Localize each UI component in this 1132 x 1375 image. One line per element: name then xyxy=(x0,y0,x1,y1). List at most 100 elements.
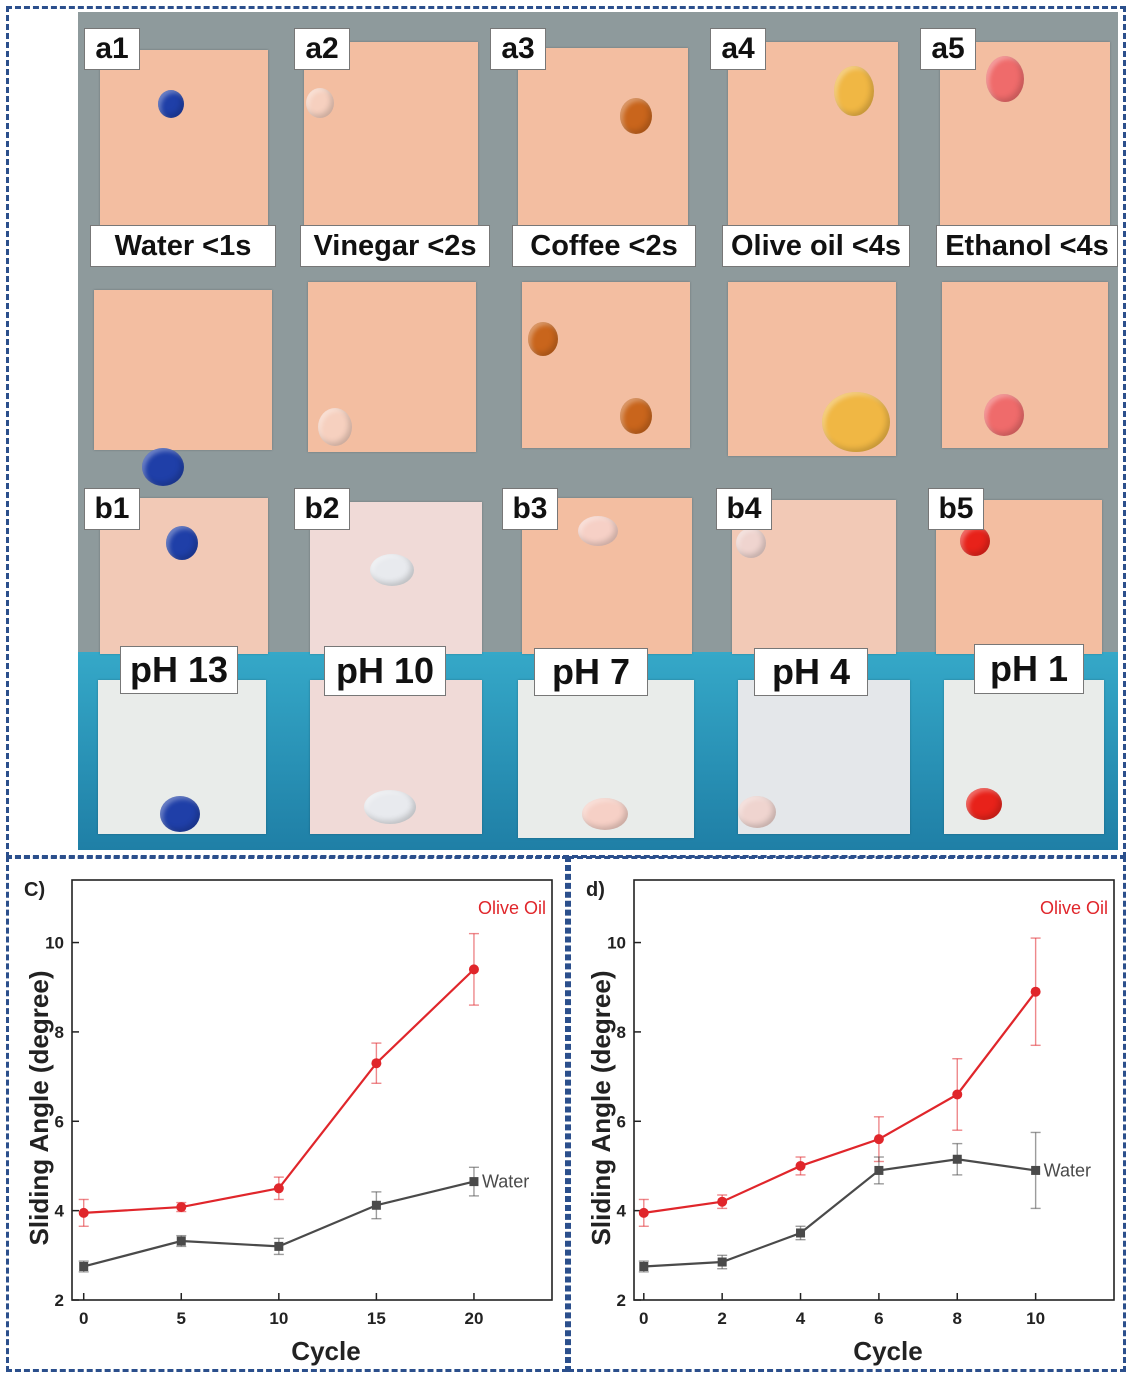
d-water-point xyxy=(796,1228,806,1238)
chart-c-x-axis-label: Cycle xyxy=(291,1336,360,1366)
d-y-tick-label: 6 xyxy=(617,1112,626,1131)
c-olive-oil-point xyxy=(468,964,479,975)
c-water-point xyxy=(371,1200,381,1210)
chart-d-x-axis-label: Cycle xyxy=(853,1336,922,1366)
d-olive-oil-point xyxy=(1030,986,1041,997)
tile-a5-top xyxy=(940,42,1110,232)
drop-ph13-slid xyxy=(160,796,200,832)
tile-a2-bottom xyxy=(308,282,476,452)
tile-b5-bottom xyxy=(944,680,1104,834)
drop-ph1 xyxy=(960,526,990,556)
label-b4: b4 xyxy=(716,488,772,530)
c-y-tick-label: 6 xyxy=(55,1112,64,1131)
chart-c-plot-area xyxy=(71,879,553,1301)
c-x-tick-label: 15 xyxy=(367,1309,386,1328)
drop-ph7-slid xyxy=(582,798,628,830)
c-x-tick-label: 5 xyxy=(177,1309,186,1328)
label-b1: b1 xyxy=(84,488,140,530)
drop-ph10 xyxy=(370,554,414,586)
d-water-point xyxy=(1031,1165,1041,1175)
d-x-tick-label: 4 xyxy=(796,1309,806,1328)
d-water-point xyxy=(717,1257,727,1267)
drop-olive-oil xyxy=(834,66,874,116)
d-y-tick-label: 4 xyxy=(617,1202,627,1221)
c-y-tick-label: 10 xyxy=(45,934,64,953)
drop-ethanol-slid xyxy=(984,394,1024,436)
c-x-tick-label: 10 xyxy=(269,1309,288,1328)
tile-b1-bottom xyxy=(98,680,266,834)
tile-a1-top xyxy=(100,50,268,230)
chart-d-panel-label: d) xyxy=(586,879,605,901)
label-a2: a2 xyxy=(294,28,350,70)
c-x-tick-label: 20 xyxy=(464,1309,483,1328)
label-a1: a1 xyxy=(84,28,140,70)
drop-coffee xyxy=(620,98,652,134)
label-a4: a4 xyxy=(710,28,766,70)
d-olive-oil-point xyxy=(717,1196,728,1207)
chart-c-y-ticks: 2 4 6 8 10 xyxy=(45,934,79,1310)
d-water-point xyxy=(952,1154,962,1164)
drop-ph7 xyxy=(578,516,618,546)
label-ph4: pH 4 xyxy=(754,648,868,696)
chart-d-plot-area xyxy=(633,879,1115,1301)
d-olive-oil-point xyxy=(638,1207,649,1218)
tile-b3-bottom xyxy=(518,680,694,838)
c-y-tick-label: 2 xyxy=(55,1291,64,1310)
d-water-point xyxy=(874,1165,884,1175)
c-water-point xyxy=(469,1177,479,1187)
photo-panel: a1 a2 a3 a4 a5 Water <1s Vinegar <2s Cof… xyxy=(78,12,1118,850)
d-water-label: Water xyxy=(1044,1160,1091,1180)
d-y-tick-label: 10 xyxy=(607,934,626,953)
d-y-tick-label: 2 xyxy=(617,1291,626,1310)
drop-vinegar xyxy=(306,88,334,118)
label-ph7: pH 7 xyxy=(534,648,648,696)
label-water: Water <1s xyxy=(90,225,276,267)
c-olive-oil-point xyxy=(176,1202,187,1213)
d-x-tick-label: 10 xyxy=(1026,1309,1045,1328)
label-ethanol: Ethanol <4s xyxy=(936,225,1118,267)
label-b3: b3 xyxy=(502,488,558,530)
tile-a5-bottom xyxy=(942,282,1108,448)
drop-coffee-2 xyxy=(620,398,652,434)
c-olive-oil-label: Olive Oil xyxy=(478,898,546,918)
c-y-tick-label: 4 xyxy=(55,1202,65,1221)
tile-a3-top xyxy=(518,48,688,234)
c-water-label: Water xyxy=(482,1172,529,1192)
chart-d-x-ticks: 0 2 4 6 8 10 xyxy=(639,1293,1045,1328)
label-coffee: Coffee <2s xyxy=(512,225,696,267)
tile-b2-bottom xyxy=(310,680,482,834)
drop-ethanol xyxy=(986,56,1024,102)
tile-a4-bottom xyxy=(728,282,896,456)
d-water-point xyxy=(639,1261,649,1271)
drop-ph4-slid xyxy=(738,796,776,828)
drop-ph10-slid xyxy=(364,790,416,824)
label-vinegar: Vinegar <2s xyxy=(300,225,490,267)
drop-water xyxy=(158,90,184,118)
chart-d-y-axis-label: Sliding Angle (degree) xyxy=(586,971,616,1246)
d-x-tick-label: 2 xyxy=(717,1309,726,1328)
drop-ph13 xyxy=(166,526,198,560)
drop-ph1-slid xyxy=(966,788,1002,820)
label-a3: a3 xyxy=(490,28,546,70)
c-x-tick-label: 0 xyxy=(79,1309,88,1328)
chart-d-y-ticks: 2 4 6 8 10 xyxy=(607,934,641,1310)
c-olive-oil-point xyxy=(273,1183,284,1194)
drop-olive-oil-slid xyxy=(822,392,890,452)
chart-d-series: Olive Oil Water xyxy=(638,898,1108,1273)
label-a5: a5 xyxy=(920,28,976,70)
c-olive-oil-point xyxy=(371,1058,382,1069)
c-water-point xyxy=(176,1236,186,1246)
d-water-line xyxy=(643,1158,1036,1268)
tile-a1-bottom xyxy=(94,290,272,450)
drop-ph4 xyxy=(736,528,766,558)
drop-water-slid xyxy=(142,448,184,486)
d-olive-oil-line xyxy=(643,991,1037,1214)
label-ph10: pH 10 xyxy=(324,646,446,696)
tile-a4-top xyxy=(728,42,898,238)
c-olive-oil-line xyxy=(83,968,475,1214)
chart-c-panel-label: C) xyxy=(24,879,45,901)
d-olive-oil-point xyxy=(873,1134,884,1145)
tile-a3-bottom xyxy=(522,282,690,448)
tile-b3-top xyxy=(522,498,692,654)
